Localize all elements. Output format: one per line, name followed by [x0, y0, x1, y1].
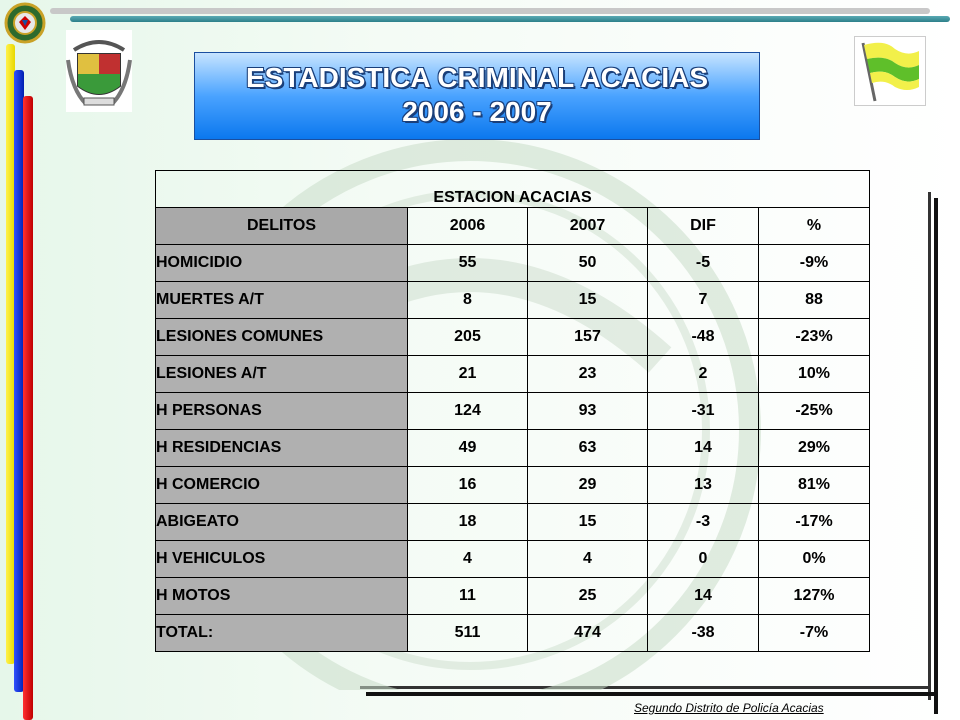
- row-value-cell: 2: [647, 355, 759, 393]
- police-badge-icon: [4, 2, 46, 44]
- row-value-cell: 29: [527, 466, 648, 504]
- row-value-cell: -9%: [757, 244, 871, 282]
- row-value-cell: 0: [647, 540, 759, 578]
- acacias-coat-of-arms-icon: [66, 30, 132, 112]
- row-value-cell: -25%: [757, 392, 871, 430]
- table-row: H COMERCIO 16 29 13 81%: [155, 466, 871, 504]
- row-label: MUERTES A/T: [155, 281, 408, 319]
- row-label: H MOTOS: [155, 577, 408, 615]
- row-value-cell: -23%: [757, 318, 871, 356]
- column-header-2007: 2007: [527, 207, 648, 245]
- column-header-percent: %: [757, 207, 871, 245]
- row-value-cell: 157: [527, 318, 648, 356]
- table-row: LESIONES COMUNES 205 157 -48 -23%: [155, 318, 871, 356]
- row-value-cell: 127%: [757, 577, 871, 615]
- table-row: H VEHICULOS 4 4 0 0%: [155, 540, 871, 578]
- row-label: HOMICIDIO: [155, 244, 408, 282]
- footer-text: Segundo Distrito de Policía Acacias: [634, 701, 824, 715]
- row-value-cell: 55: [407, 244, 528, 282]
- row-value-cell: 23: [527, 355, 648, 393]
- row-value-cell: 15: [527, 281, 648, 319]
- title-years: 2006 - 2007: [402, 96, 552, 127]
- row-value-cell: 511: [407, 614, 528, 652]
- top-teal-line: [70, 16, 950, 22]
- row-value-cell: -38: [647, 614, 759, 652]
- row-value-cell: -48: [647, 318, 759, 356]
- row-value-cell: 124: [407, 392, 528, 430]
- table-row: H MOTOS 11 25 14 127%: [155, 577, 871, 615]
- title-box: ESTADISTICA CRIMINAL ACACIAS 2006 - 2007: [194, 52, 760, 140]
- row-value-cell: 13: [647, 466, 759, 504]
- red-side-bar: [23, 96, 33, 720]
- row-value-cell: 14: [647, 429, 759, 467]
- title-main: ESTADISTICA CRIMINAL ACACIAS: [246, 62, 708, 93]
- table-row: H RESIDENCIAS 49 63 14 29%: [155, 429, 871, 467]
- row-value-cell: 474: [527, 614, 648, 652]
- table-row: TOTAL: 511 474 -38 -7%: [155, 614, 871, 652]
- row-label: H VEHICULOS: [155, 540, 408, 578]
- crime-statistics-table: ESTACION ACACIAS DELITOS 2006 2007 DIF %…: [154, 170, 871, 652]
- row-value-cell: 25: [527, 577, 648, 615]
- right-vertical-line: [928, 192, 931, 700]
- row-value-cell: 4: [407, 540, 528, 578]
- row-label: H COMERCIO: [155, 466, 408, 504]
- row-label: TOTAL:: [155, 614, 408, 652]
- table-row: MUERTES A/T 8 15 7 88: [155, 281, 871, 319]
- row-value-cell: 16: [407, 466, 528, 504]
- row-value-cell: 205: [407, 318, 528, 356]
- row-value-cell: 88: [757, 281, 871, 319]
- row-value-cell: 14: [647, 577, 759, 615]
- table-row: LESIONES A/T 21 23 2 10%: [155, 355, 871, 393]
- delitos-header: DELITOS: [155, 207, 408, 245]
- acacias-flag-icon: [854, 36, 926, 106]
- row-value-cell: 15: [527, 503, 648, 541]
- row-value-cell: 8: [407, 281, 528, 319]
- bottom-line: [360, 686, 928, 689]
- row-value-cell: 4: [527, 540, 648, 578]
- row-value-cell: -31: [647, 392, 759, 430]
- row-label: ABIGEATO: [155, 503, 408, 541]
- row-value-cell: -7%: [757, 614, 871, 652]
- row-value-cell: 10%: [757, 355, 871, 393]
- row-value-cell: 93: [527, 392, 648, 430]
- right-vertical-line-thick: [934, 198, 938, 714]
- row-value-cell: 50: [527, 244, 648, 282]
- row-value-cell: -5: [647, 244, 759, 282]
- row-value-cell: 11: [407, 577, 528, 615]
- column-header-dif: DIF: [647, 207, 759, 245]
- top-gray-line: [50, 8, 930, 14]
- table-row: H PERSONAS 124 93 -31 -25%: [155, 392, 871, 430]
- row-value-cell: 0%: [757, 540, 871, 578]
- row-value-cell: 63: [527, 429, 648, 467]
- bottom-line-thick: [366, 692, 934, 696]
- blue-side-bar: [14, 70, 24, 692]
- table-row: ABIGEATO 18 15 -3 -17%: [155, 503, 871, 541]
- row-value-cell: 18: [407, 503, 528, 541]
- column-header-2006: 2006: [407, 207, 528, 245]
- row-value-cell: 49: [407, 429, 528, 467]
- row-label: H RESIDENCIAS: [155, 429, 408, 467]
- row-value-cell: -3: [647, 503, 759, 541]
- row-value-cell: 21: [407, 355, 528, 393]
- row-label: H PERSONAS: [155, 392, 408, 430]
- station-header: ESTACION ACACIAS: [154, 170, 871, 208]
- yellow-side-bar: [6, 44, 15, 664]
- table-body: HOMICIDIO 55 50 -5 -9% MUERTES A/T 8 15 7 88 LESIO…: [155, 244, 871, 652]
- row-label: LESIONES COMUNES: [155, 318, 408, 356]
- row-label: LESIONES A/T: [155, 355, 408, 393]
- row-value-cell: 29%: [757, 429, 871, 467]
- table-row: HOMICIDIO 55 50 -5 -9%: [155, 244, 871, 282]
- row-value-cell: 7: [647, 281, 759, 319]
- row-value-cell: 81%: [757, 466, 871, 504]
- row-value-cell: -17%: [757, 503, 871, 541]
